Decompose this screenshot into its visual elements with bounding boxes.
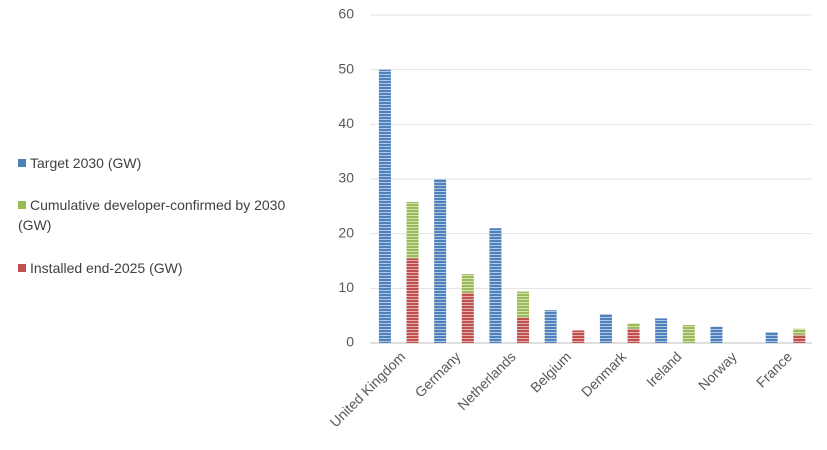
bar-segment xyxy=(461,274,474,293)
legend-item: Target 2030 (GW) xyxy=(18,153,318,173)
legend-item: Installed end-2025 (GW) xyxy=(18,258,318,278)
legend-item: Cumulative developer-confirmed by 2030 (… xyxy=(18,195,318,235)
legend-label: Installed end-2025 (GW) xyxy=(30,260,183,276)
x-tick-label: United Kingdom xyxy=(327,348,409,430)
x-tick-label: Ireland xyxy=(643,348,685,390)
bar-segment xyxy=(793,334,806,343)
bar-segment xyxy=(627,328,640,343)
bar xyxy=(765,332,778,343)
x-tick-label: Denmark xyxy=(578,348,630,400)
bar xyxy=(544,310,557,343)
bar xyxy=(599,314,612,343)
legend-swatch xyxy=(18,264,26,272)
y-tick-label: 10 xyxy=(338,279,354,295)
y-tick-label: 50 xyxy=(338,60,354,76)
legend-swatch xyxy=(18,159,26,167)
bar-segment xyxy=(793,328,806,335)
bar-segment xyxy=(627,323,640,329)
bar xyxy=(655,318,668,343)
x-tick-label: Germany xyxy=(412,348,464,400)
y-tick-label: 30 xyxy=(338,170,354,186)
bar-segment xyxy=(682,324,695,343)
bar-segment xyxy=(517,291,530,318)
bar xyxy=(378,69,391,344)
bar-segment xyxy=(406,258,419,343)
bar-segment xyxy=(517,317,530,343)
legend-label: Target 2030 (GW) xyxy=(30,155,142,171)
x-tick-label: Norway xyxy=(695,348,740,393)
y-tick-label: 20 xyxy=(338,224,354,240)
bar-segment xyxy=(461,292,474,343)
y-tick-label: 40 xyxy=(338,115,354,131)
bar-segment xyxy=(572,330,585,343)
bar xyxy=(489,228,502,343)
x-tick-label: Belgium xyxy=(527,348,574,395)
bar xyxy=(434,179,447,343)
y-tick-label: 60 xyxy=(338,6,354,22)
legend-swatch xyxy=(18,201,26,209)
legend-label: Cumulative developer-confirmed by 2030 (… xyxy=(18,197,286,233)
bar xyxy=(710,326,723,343)
bar-segment xyxy=(406,201,419,259)
x-tick-label: Netherlands xyxy=(454,348,519,413)
x-tick-label: France xyxy=(753,348,795,390)
y-tick-label: 0 xyxy=(346,334,354,350)
